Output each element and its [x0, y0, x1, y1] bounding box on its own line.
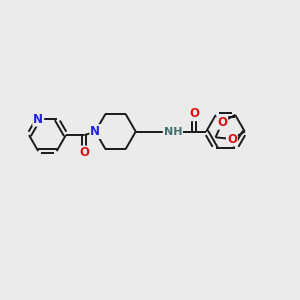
- Text: NH: NH: [164, 127, 182, 136]
- Text: N: N: [90, 125, 100, 138]
- Text: O: O: [79, 146, 89, 160]
- Text: O: O: [189, 107, 199, 120]
- Text: N: N: [33, 113, 43, 126]
- Text: O: O: [227, 133, 237, 146]
- Text: O: O: [217, 116, 227, 129]
